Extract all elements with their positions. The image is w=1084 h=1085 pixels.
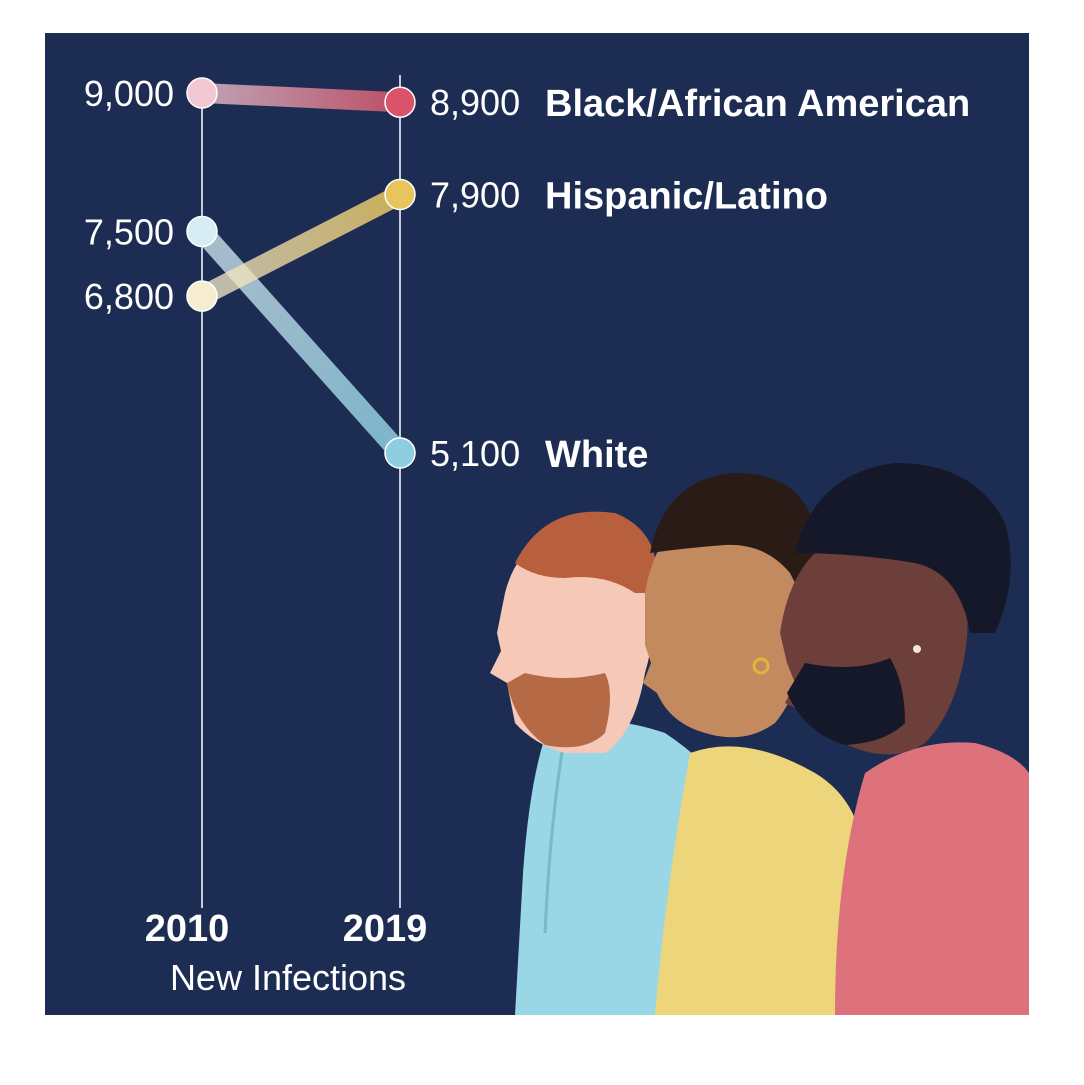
- slope-line-white: [194, 224, 408, 460]
- dot-hispanic-2010: [186, 280, 218, 312]
- infographic-panel: 9,000 8,900 6,800 7,900 7,500 5,100 Blac…: [45, 33, 1029, 1015]
- slope-chart: 9,000 8,900 6,800 7,900 7,500 5,100 Blac…: [84, 73, 1029, 1015]
- value-label-white-2019: 5,100: [430, 433, 520, 474]
- dot-black-2019: [384, 86, 416, 118]
- series-name-white: White: [545, 434, 648, 476]
- x-tick-2019: 2019: [343, 908, 428, 950]
- dot-hispanic-2019: [384, 178, 416, 211]
- dot-white-2010: [186, 215, 218, 248]
- value-label-black-2019: 8,900: [430, 82, 520, 123]
- value-label-hispanic-2010: 6,800: [84, 276, 174, 317]
- value-label-black-2010: 9,000: [84, 73, 174, 114]
- people-illustration: [490, 463, 1029, 1015]
- value-label-hispanic-2019: 7,900: [430, 175, 520, 216]
- dot-white-2019: [384, 437, 416, 469]
- series-name-hispanic: Hispanic/Latino: [545, 176, 828, 218]
- slope-line-hispanic: [197, 185, 405, 305]
- x-axis-label: New Infections: [170, 957, 406, 998]
- value-label-white-2010: 7,500: [84, 211, 174, 252]
- x-tick-2010: 2010: [145, 908, 230, 950]
- series-name-black: Black/African American: [545, 83, 970, 125]
- slope-line-black: [201, 83, 401, 113]
- dot-black-2010: [186, 77, 218, 109]
